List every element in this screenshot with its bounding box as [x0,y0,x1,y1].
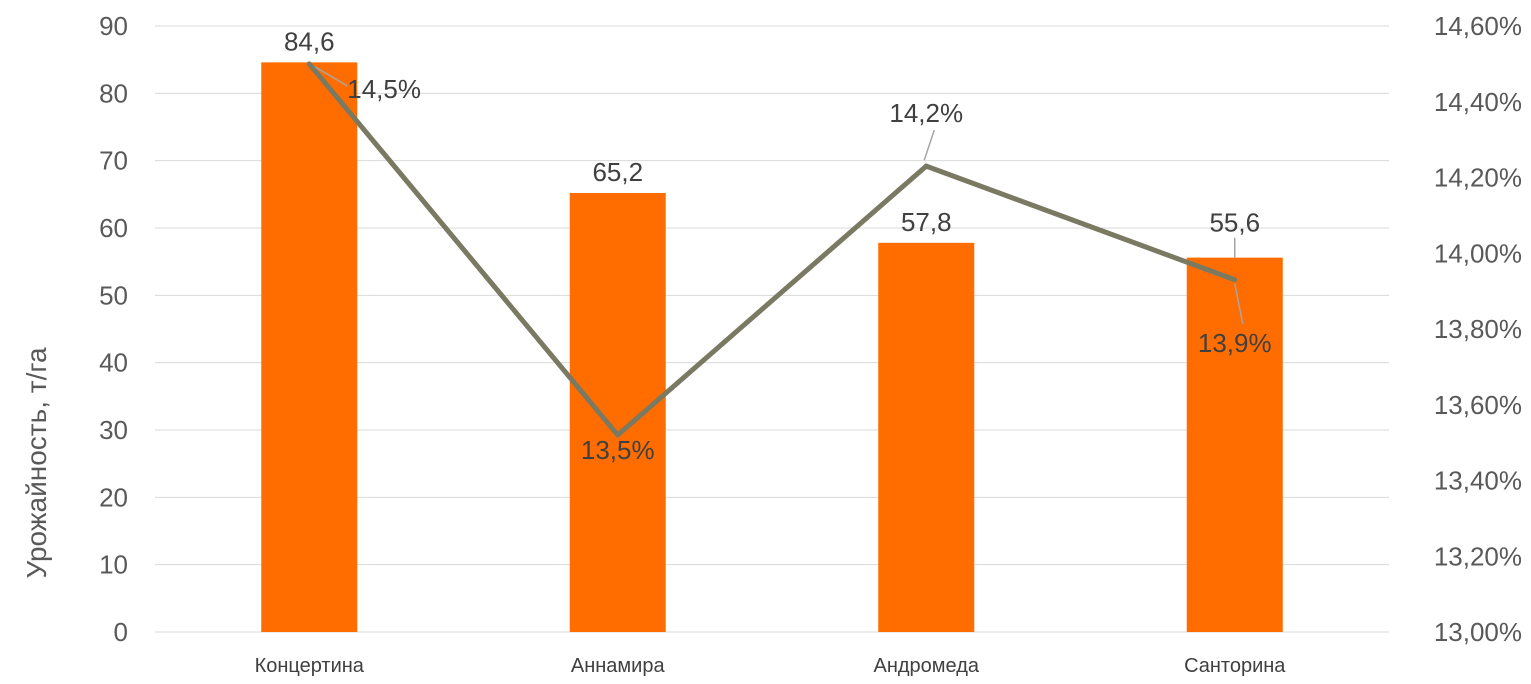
x-axis-ticks: Концертина Аннамира Андромеда Санторина [255,655,1287,677]
bar [261,62,358,633]
right-tick-label: 14,40% [1434,87,1522,117]
grid-layer [155,25,1389,633]
right-axis-ticks: 13,00% 13,20% 13,40% 13,60% 13,80% 14,00% 14,2… [1434,11,1522,647]
x-tick-label: Аннамира [571,655,666,677]
left-tick-label: 80 [99,78,128,108]
bar-series [261,62,1283,633]
line-point [1232,277,1238,283]
left-axis-ticks: 0 10 20 30 40 50 60 70 80 90 [99,11,128,647]
x-tick-label: Санторина [1184,655,1286,677]
left-tick-label: 50 [99,280,128,310]
left-tick-label: 60 [99,213,128,243]
left-tick-label: 70 [99,146,128,176]
line-series [306,61,1238,438]
right-tick-label: 13,80% [1434,314,1522,344]
right-tick-label: 13,40% [1434,466,1522,496]
right-tick-label: 14,00% [1434,238,1522,268]
left-tick-label: 10 [99,550,128,580]
data-labels: 84,6 65,2 57,8 55,6 14,5% 13,5% 14,2% 13,9% [284,26,1272,465]
left-tick-label: 0 [114,617,128,647]
bar-data-label: 55,6 [1209,208,1260,238]
leader-line [1234,283,1244,324]
bar [1186,257,1283,632]
right-tick-label: 13,60% [1434,390,1522,420]
bar [878,242,975,632]
x-tick-label: Концертина [255,655,365,677]
right-tick-label: 13,00% [1434,617,1522,647]
left-tick-label: 40 [99,348,128,378]
bar-data-label: 65,2 [592,157,643,187]
label-leader-lines [312,65,1244,324]
left-tick-label: 30 [99,415,128,445]
line-data-label: 14,2% [889,98,963,128]
line-data-label: 13,9% [1198,328,1272,358]
bar [569,192,666,632]
x-tick-label: Андромеда [873,655,979,677]
leader-line [923,129,935,161]
bar-data-label: 57,8 [901,207,952,237]
left-tick-label: 20 [99,482,128,512]
line-point [306,61,312,67]
leader-line [312,65,348,87]
line-path [307,62,1236,438]
line-data-label: 13,5% [581,435,655,465]
bar-data-label: 84,6 [284,26,335,56]
right-tick-label: 14,20% [1434,163,1522,193]
line-point [923,163,929,169]
right-tick-label: 14,60% [1434,11,1522,41]
right-tick-label: 13,20% [1434,541,1522,571]
left-tick-label: 90 [99,11,128,41]
line-point [615,432,621,438]
line-data-label: 14,5% [347,74,421,104]
y-axis-label: Урожайность, т/га [21,347,52,579]
